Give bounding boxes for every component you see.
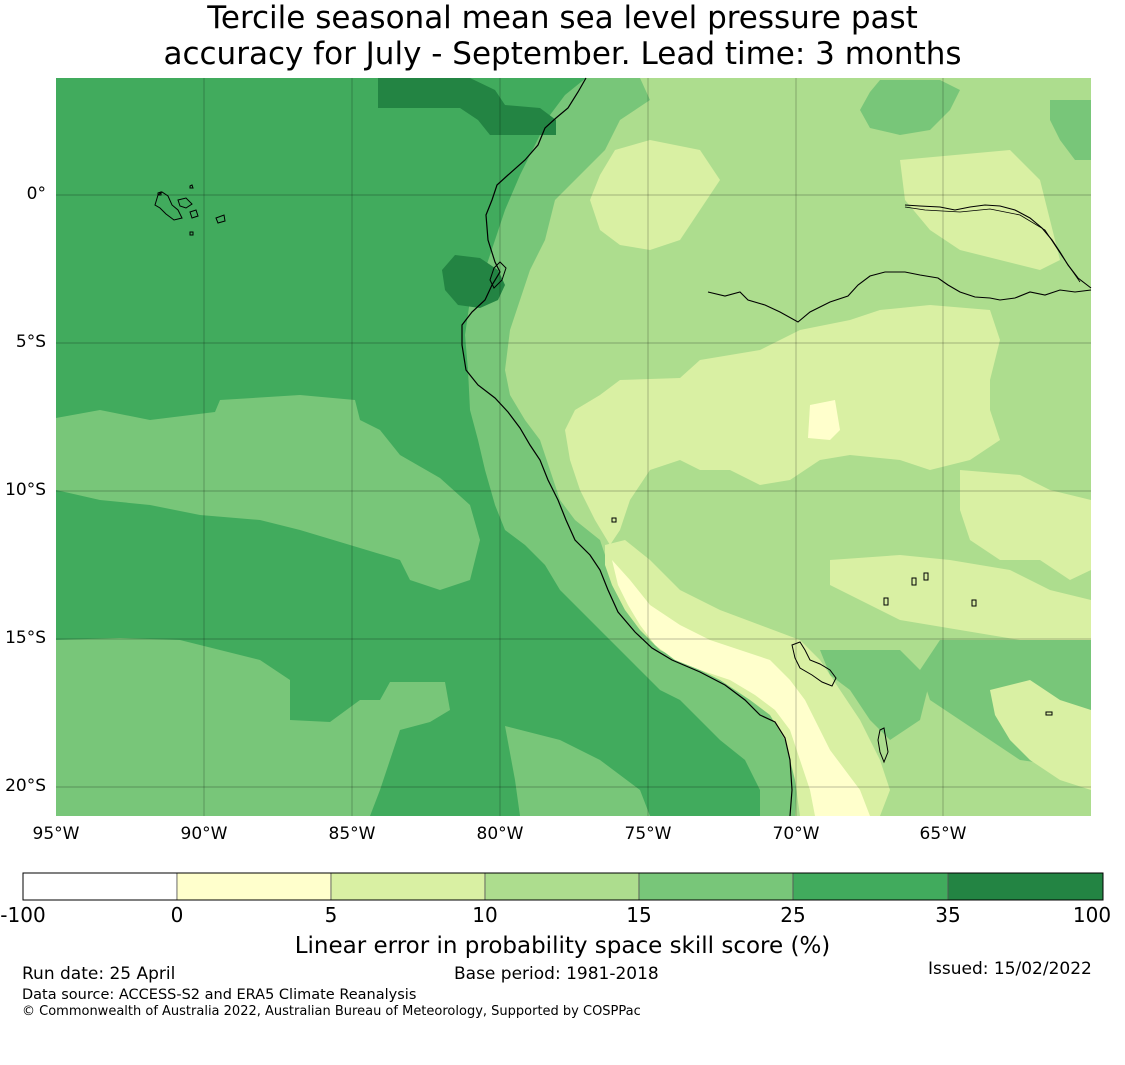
lake-poopo	[877, 727, 889, 764]
colorbar-segment-0-5	[176, 872, 332, 901]
skill-zone-5-10-se	[990, 680, 1091, 790]
colorbar-tick-35: 35	[935, 903, 961, 927]
colorbar-tick-15: 15	[626, 903, 652, 927]
colorbar-tick-25: 25	[780, 903, 806, 927]
lake-titicaca	[791, 641, 837, 687]
coastline	[461, 77, 793, 817]
skill-zone-15-25-ne	[860, 80, 960, 135]
chart-title-line-2: accuracy for July - September. Lead time…	[163, 36, 962, 72]
colorbar-segment-5-10	[330, 872, 486, 901]
latitude-label-20s: 20°S	[5, 776, 46, 796]
amazon-river-north-2	[904, 206, 1081, 283]
colorbar-tick-5: 5	[324, 903, 338, 927]
run-date: Run date: 25 April	[22, 964, 176, 984]
longitude-label-90w: 90°W	[180, 824, 228, 844]
skill-zone-5-10-north	[590, 140, 720, 250]
colorbar-segment-10-15	[484, 872, 640, 901]
skill-zone-5-10-south	[830, 555, 1091, 640]
colorbar	[22, 872, 1104, 901]
longitude-label-65w: 65°W	[919, 824, 967, 844]
longitude-label-75w: 75°W	[624, 824, 672, 844]
skill-zone-15-25-south	[56, 638, 450, 816]
latitude-label-10s: 10°S	[5, 480, 46, 500]
latitude-label-0: 0°	[26, 184, 46, 204]
colorbar-tick-0: 0	[170, 903, 184, 927]
base-period: Base period: 1981-2018	[454, 964, 659, 984]
skill-zone-5-10-east	[960, 470, 1091, 580]
skill-zone-5-10-central	[565, 305, 1000, 545]
chart-title-line-1: Tercile seasonal mean sea level pressure…	[207, 0, 918, 36]
longitude-label-80w: 80°W	[476, 824, 524, 844]
galapagos-islands	[154, 184, 226, 236]
colorbar-label: Linear error in probability space skill …	[294, 933, 831, 959]
small-lakes	[611, 517, 1053, 716]
skill-zone-15-25-se	[505, 726, 650, 816]
colorbar-segment-15-25	[638, 872, 794, 901]
skill-zone-35-100-north	[378, 78, 556, 135]
coastline-detail	[489, 261, 507, 289]
colorbar-tick-100: 100	[1072, 903, 1112, 927]
graticule	[56, 78, 1091, 816]
colorbar-segment-neg100-0	[22, 872, 178, 901]
skill-zone-35-100-gulf	[442, 255, 505, 308]
longitude-label-95w: 95°W	[32, 824, 80, 844]
colorbar-tick-10: 10	[472, 903, 498, 927]
skill-zone-0-5-patch	[808, 400, 840, 440]
copyright: © Commonwealth of Australia 2022, Austra…	[22, 1004, 641, 1019]
skill-zone-15-25-south-land	[820, 650, 930, 740]
longitude-label-70w: 70°W	[772, 824, 820, 844]
latitude-label-15s: 15°S	[5, 628, 46, 648]
data-source: Data source: ACCESS-S2 and ERA5 Climate …	[22, 987, 417, 1003]
amazon-river	[707, 271, 1092, 323]
issued-date: Issued: 15/02/2022	[928, 959, 1092, 979]
skill-zone-15-25-west	[56, 395, 480, 590]
skill-zone-0-5-coastal	[612, 560, 870, 816]
colorbar-tick-neg100: -100	[0, 903, 46, 927]
colorbar-segment-25-35	[792, 872, 949, 901]
latitude-label-5s: 5°S	[15, 332, 46, 352]
colorbar-segment-35-100	[947, 872, 1104, 901]
longitude-label-85w: 85°W	[328, 824, 376, 844]
skill-zone-15-25-ne2	[1050, 100, 1091, 160]
